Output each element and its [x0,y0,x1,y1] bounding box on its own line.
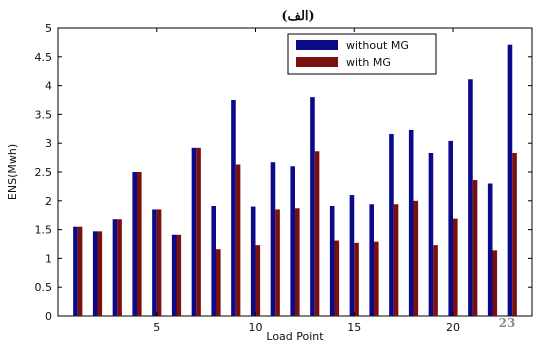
bar-without-mg-lp19 [428,152,434,316]
x-tick-label: 15 [347,321,361,334]
bar-with-mg-lp3 [117,219,122,316]
y-tick-label: 0 [45,310,52,323]
y-tick-label: 3 [45,137,52,150]
y-tick-label: 1.5 [35,224,53,237]
bar-without-mg-lp18 [408,129,414,316]
bar-without-mg-lp1 [73,226,78,316]
bar-without-mg-lp9 [231,100,236,316]
x-tick-label: 10 [249,321,263,334]
x-axis-label: Load Point [266,330,324,343]
bar-without-mg-lp13 [310,97,315,317]
bar-without-mg-lp4 [132,172,137,316]
x-tick-label: 5 [153,321,160,334]
bar-without-mg-lp16 [369,204,374,316]
bar-without-mg-lp14 [329,205,335,316]
legend-label-with-mg: with MG [346,56,391,69]
y-axis-ticks: 0 0.5 1 1.5 2 2.5 3 3.5 4 4.5 5 [35,22,532,323]
bar-with-mg-lp18 [413,200,419,316]
y-tick-label: 1 [45,252,52,265]
bar-with-mg-lp16 [374,241,379,316]
bar-without-mg-lp5 [152,209,157,316]
y-tick-label: 5 [45,22,52,35]
bar-without-mg-lp23 [507,44,513,316]
y-tick-label: 2.5 [35,166,53,179]
corner-badge-label: 23 [499,316,516,330]
bar-without-mg-lp21 [468,79,473,316]
bar-without-mg-lp12 [290,166,295,316]
bar-without-mg-lp20 [448,140,453,316]
bar-without-mg-lp8 [211,205,216,316]
x-tick-label: 20 [446,321,460,334]
bar-with-mg-lp1 [77,226,83,316]
bar-with-mg-lp15 [354,242,359,316]
bar-with-mg-lp10 [255,245,261,316]
bar-with-mg-lp17 [393,204,399,316]
chart-title: (الف) [281,9,314,24]
bar-with-mg-lp2 [97,231,103,316]
bar-without-mg-lp11 [270,162,276,316]
bar-with-mg-lp4 [137,172,142,316]
x-axis-ticks: 5 10 15 20 [153,28,460,334]
bar-without-mg-lp2 [92,231,98,316]
bar-with-mg-lp22 [492,250,498,316]
bar-with-mg-lp13 [314,151,320,316]
legend-label-without-mg: without MG [346,39,409,52]
y-tick-label: 4.5 [35,51,53,64]
bar-with-mg-lp9 [235,164,241,316]
bar-with-mg-lp19 [433,245,438,316]
bar-with-mg-lp14 [334,240,340,316]
y-tick-label: 2 [45,195,52,208]
bar-with-mg-lp23 [512,152,517,316]
bars-group [73,44,517,317]
bar-without-mg-lp17 [389,133,394,316]
y-axis-label: ENS(Mwh) [6,144,19,200]
bar-without-mg-lp10 [250,206,256,316]
bar-without-mg-lp15 [349,195,355,316]
bar-with-mg-lp5 [156,209,162,316]
legend: without MG with MG [287,33,437,75]
bar-without-mg-lp6 [171,234,177,316]
bar-with-mg-lp7 [196,147,201,316]
y-tick-label: 4 [45,80,52,93]
bar-without-mg-lp22 [487,183,493,316]
bar-with-mg-lp21 [472,180,478,316]
bar-with-mg-lp12 [295,208,300,316]
y-tick-label: 3.5 [35,108,53,121]
bar-with-mg-lp8 [216,249,221,316]
bar-with-mg-lp6 [176,234,182,316]
bar-with-mg-lp20 [453,218,458,316]
y-tick-label: 0.5 [35,281,53,294]
legend-swatch-with-mg [296,57,338,67]
bar-without-mg-lp7 [191,147,197,316]
legend-swatch-without-mg [296,40,338,50]
bar-without-mg-lp3 [112,219,118,316]
bar-with-mg-lp11 [275,209,280,316]
